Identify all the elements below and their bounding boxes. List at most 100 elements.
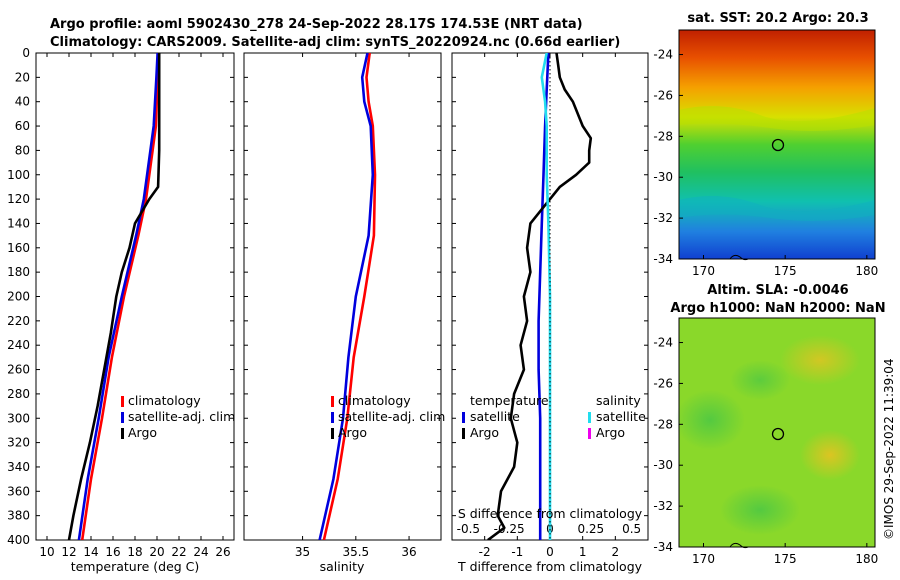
temperature-xlabel: temperature (deg C): [71, 559, 200, 574]
legend-title-salinity: salinity: [596, 393, 641, 408]
salinity-lines: [318, 53, 377, 540]
map-y-tick-label: -30: [653, 170, 673, 184]
series-line-t-argo: [487, 53, 593, 540]
legend-label-climatology: climatology: [128, 393, 201, 408]
legend-swatch-climatology: [331, 396, 334, 407]
series-line-satellite-adj-clim: [77, 53, 159, 540]
map-y-tick-label: -30: [653, 458, 673, 472]
x-tick-label: 20: [149, 545, 164, 559]
legend-swatch-argo: [121, 428, 124, 439]
depth-tick-label: 60: [15, 119, 30, 133]
sla-map: [675, 317, 876, 549]
sst-map-frame: [678, 29, 876, 260]
salinity-panel-frame: [243, 52, 442, 541]
sst-map-title: sat. SST: 20.2 Argo: 20.3: [687, 11, 868, 26]
depth-tick-label: 260: [7, 363, 30, 377]
sla-map-frame: [678, 317, 876, 548]
t-difference-xlabel: T difference from climatology: [457, 559, 643, 574]
map-y-tick-label: -28: [653, 417, 673, 431]
sla-map-feature: [730, 360, 790, 400]
figure-title-line2: Climatology: CARS2009. Satellite-adj cli…: [50, 35, 620, 50]
depth-tick-label: 40: [15, 95, 30, 109]
argo-position-marker: [771, 427, 785, 441]
x-tick-label: 22: [171, 545, 186, 559]
legend-swatch-climatology: [121, 396, 124, 407]
map-y-tick-label: -32: [653, 499, 673, 513]
map-x-tick-label: 180: [855, 552, 878, 566]
legend-label-t-argo: Argo: [470, 425, 499, 440]
sst-map: [678, 29, 876, 261]
depth-tick-label: 240: [7, 338, 30, 352]
legend-label-argo: Argo: [128, 425, 157, 440]
x-tick-label: 18: [127, 545, 142, 559]
x-tick-label: 36: [401, 545, 416, 559]
legend-swatch-argo: [331, 428, 334, 439]
legend-label-argo: Argo: [338, 425, 367, 440]
x-tick-label: -1: [511, 545, 523, 559]
x-tick-label: 0: [546, 545, 554, 559]
legend-label-satellite: satellite-adj. clim: [338, 409, 445, 424]
x-tick-label: 24: [193, 545, 208, 559]
depth-tick-label: 180: [7, 265, 30, 279]
x-tick-label: 16: [105, 545, 120, 559]
temperature-lines: [67, 53, 161, 540]
depth-axis: 0 20 40 60 80 100 120 140 160 180 200 220 240 260 280 3…: [7, 46, 648, 547]
s-diff-tick-label: 0.25: [577, 522, 604, 536]
temperature-panel-frame: [35, 52, 235, 541]
s-difference-xlabel: S difference from climatology: [458, 506, 643, 521]
map-y-tick-label: -26: [653, 88, 673, 102]
x-tick-label: 35.5: [342, 545, 369, 559]
legend-label-climatology: climatology: [338, 393, 411, 408]
sla-map-title: Altim. SLA: -0.0046: [707, 283, 848, 298]
map-x-tick-label: 175: [774, 264, 797, 278]
salinity-legend: climatology satellite-adj. clim Argo: [331, 393, 445, 440]
sst-map-front: [679, 106, 875, 131]
sst-map-field: [679, 30, 875, 259]
x-tick-label: 1: [579, 545, 587, 559]
series-line-climatology: [80, 53, 160, 540]
x-tick-label: -2: [479, 545, 491, 559]
x-tick-label: 12: [61, 545, 76, 559]
salinity-xlabel: salinity: [320, 559, 365, 574]
series-line-s-satellite: [540, 53, 552, 540]
map-y-tick-label: -34: [653, 540, 673, 554]
x-tick-label: 10: [39, 545, 54, 559]
depth-tick-label: 220: [7, 314, 30, 328]
depth-tick-label: 20: [15, 70, 30, 84]
temperature-x-axis: 10 12 14 16 18 20 22 24 26: [39, 53, 231, 559]
series-line-climatology: [322, 53, 377, 540]
map-y-tick-label: -24: [653, 336, 673, 350]
map-y-tick-label: -32: [653, 211, 673, 225]
sst-map-front: [679, 196, 875, 221]
depth-tick-label: 80: [15, 143, 30, 157]
s-difference-x-axis: -0.5-0.2500.250.5: [457, 522, 642, 536]
depth-tick-label: 400: [7, 533, 30, 547]
x-tick-label: 35: [295, 545, 310, 559]
series-line-argo: [67, 53, 161, 540]
legend-label-s-satellite: satellite: [596, 409, 646, 424]
depth-tick-label: 120: [7, 192, 30, 206]
series-line-satellite-adj-clim: [318, 53, 375, 540]
sla-map-axes: 170 175 180 -24 -26 -28 -30 -32 -34: [653, 336, 878, 566]
depth-tick-label: 0: [22, 46, 30, 60]
map-x-tick-label: 180: [855, 264, 878, 278]
map-y-tick-label: -28: [653, 129, 673, 143]
legend-title-temperature: temperature: [470, 393, 549, 408]
depth-tick-label: 140: [7, 216, 30, 230]
sla-map-coastline: [729, 542, 749, 549]
imos-credit: ©IMOS 29-Sep-2022 11:39:04: [882, 358, 896, 540]
s-diff-tick-label: 0.5: [622, 522, 641, 536]
map-x-tick-label: 170: [692, 552, 715, 566]
map-x-tick-label: 175: [774, 552, 797, 566]
legend-swatch-s-satellite: [588, 412, 591, 423]
temperature-legend: climatology satellite-adj. clim Argo: [121, 393, 235, 440]
depth-tick-label: 300: [7, 411, 30, 425]
sla-map-feature: [780, 335, 860, 385]
legend-swatch-t-satellite: [462, 412, 465, 423]
depth-tick-label: 200: [7, 290, 30, 304]
depth-tick-label: 320: [7, 436, 30, 450]
salinity-x-axis: 35 35.5 36: [295, 53, 417, 559]
map-y-tick-label: -24: [653, 48, 673, 62]
map-y-tick-label: -34: [653, 252, 673, 266]
